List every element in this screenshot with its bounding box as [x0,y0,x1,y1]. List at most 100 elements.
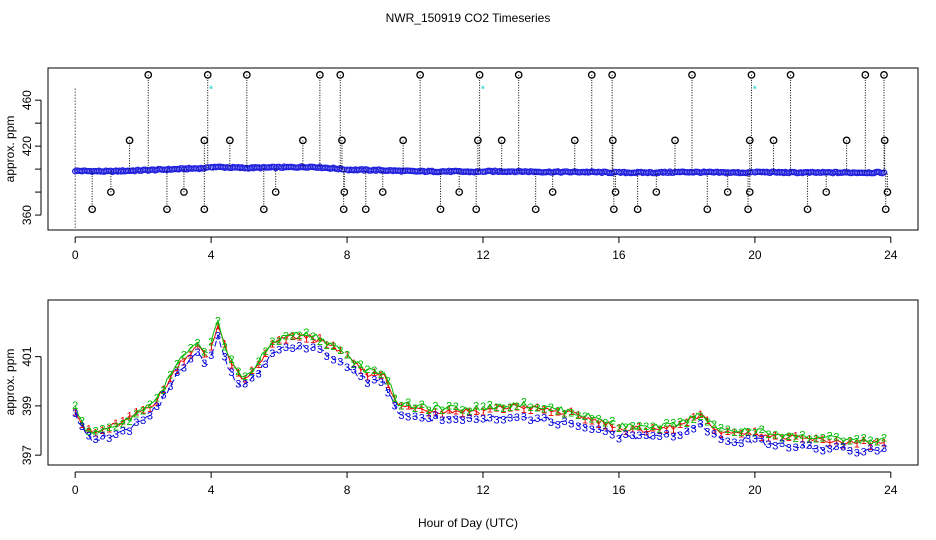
top-outlier-vlow-point [107,188,115,196]
bottom-series-2-marker: 2 [99,424,105,436]
top-flag-marker: * [481,85,485,96]
bottom-series-1-marker: 1 [106,423,112,435]
bottom-series-2-marker: 2 [208,336,214,348]
bottom-series-2-marker: 2 [426,405,432,417]
bottom-series-2-marker: 2 [337,345,343,357]
bottom-series-3-marker: 3 [725,436,731,448]
bottom-series-2-marker: 2 [582,411,588,423]
top-flag-marker: * [209,85,213,96]
bottom-series-1-marker: 1 [874,437,880,449]
bottom-series-1-marker: 1 [113,418,119,430]
bottom-series-3-marker: 3 [820,445,826,457]
bottom-series-3-marker: 3 [358,371,364,383]
bottom-series-3-marker: 3 [867,443,873,455]
bottom-series-3-marker: 3 [609,430,615,442]
bottom-series-2-marker: 2 [120,419,126,431]
bottom-series-3-marker: 3 [806,440,812,452]
bottom-series-2-marker: 2 [256,356,262,368]
bottom-series-3-marker: 3 [371,374,377,386]
bottom-series-2-marker: 2 [677,416,683,428]
bottom-series-2-marker: 2 [616,423,622,435]
bottom-series-2-marker: 2 [269,336,275,348]
bottom-series-1-marker: 1 [127,411,133,423]
bottom-series-3-marker: 3 [154,401,160,413]
top-x-tick-label: 16 [612,248,626,262]
top-outlier-vlow-point [883,188,892,196]
bottom-series-3-marker: 3 [711,429,717,441]
bottom-series-1-marker: 1 [562,409,568,421]
top-outlier-vlow-point [723,188,732,196]
bottom-series-3-marker: 3 [629,430,635,442]
bottom-series-1-marker: 1 [494,403,500,415]
top-outlier-vlow-point [611,188,620,196]
top-outlier-low-point [531,205,540,214]
bottom-series-2-marker: 2 [201,347,207,359]
bottom-series-2-marker: 2 [473,401,479,413]
bottom-series-3-marker: 3 [548,417,554,429]
bottom-series-1-marker: 1 [201,349,207,361]
bottom-series-2-marker: 2 [154,393,160,405]
bottom-series-3-marker: 3 [378,377,384,389]
bottom-series-2-marker: 2 [378,369,384,381]
bottom-series-2-marker: 2 [113,421,119,433]
bottom-series-1-marker: 1 [364,372,370,384]
bottom-series-3-marker: 3 [562,416,568,428]
figure-title: NWR_150919 CO2 Timeseries [386,11,551,25]
top-outlier-mid-point [125,136,134,145]
bottom-series-2-marker: 2 [147,399,153,411]
bottom-series-1-marker: 1 [79,419,85,431]
bottom-series-3-marker: 3 [160,390,166,402]
bottom-series-2-marker: 2 [514,401,520,413]
bottom-series-3-marker: 3 [249,372,255,384]
bottom-series-3-marker: 3 [718,434,724,446]
bottom-series-1-marker: 1 [820,434,826,446]
bottom-series-2-marker: 2 [133,408,139,420]
bottom-series-1-marker: 1 [222,338,228,350]
bottom-series-2-marker: 2 [629,420,635,432]
bottom-series-2-marker: 2 [663,418,669,430]
bottom-series-3-marker: 3 [643,430,649,442]
bottom-series-2-marker: 2 [494,402,500,414]
top-outlier-low-point [259,205,268,214]
bottom-series-2-marker: 2 [589,414,595,426]
top-baseline-point [880,169,888,176]
bottom-series-1-marker: 1 [480,406,486,418]
bottom-series-1-marker: 1 [133,406,139,418]
bottom-x-tick-label: 20 [748,483,762,497]
bottom-series-2-marker: 2 [779,432,785,444]
bottom-series-2-marker: 2 [127,416,133,428]
bottom-series-2-marker: 2 [405,397,411,409]
top-outlier-vlow-point [745,188,754,196]
bottom-series-1-marker: 1 [235,368,241,380]
bottom-series-2-marker: 2 [725,424,731,436]
bottom-series-2-marker: 2 [650,421,656,433]
bottom-series-1-marker: 1 [650,422,656,434]
bottom-series-3-marker: 3 [575,421,581,433]
bottom-series-2-marker: 2 [874,437,880,449]
bottom-series-2-marker: 2 [276,336,282,348]
bottom-series-3-marker: 3 [793,442,799,454]
top-y-tick-label: 460 [20,90,34,110]
bottom-series-1-marker: 1 [854,438,860,450]
bottom-series-1-marker: 1 [460,408,466,420]
bottom-series-3-marker: 3 [364,378,370,390]
bottom-series-3-marker: 3 [738,438,744,450]
bottom-series-1-marker: 1 [759,432,765,444]
bottom-series-1-marker: 1 [392,394,398,406]
bottom-series-3-line [618,423,752,444]
bottom-x-tick-label: 16 [612,483,626,497]
bottom-series-3-marker: 3 [228,367,234,379]
bottom-series-1-marker: 1 [120,416,126,428]
bottom-series-3-marker: 3 [861,446,867,458]
bottom-series-2-marker: 2 [364,364,370,376]
bottom-series-3-marker: 3 [833,441,839,453]
bottom-series-3-marker: 3 [528,415,534,427]
bottom-series-1-marker: 1 [507,402,513,414]
bottom-series-2-line [618,412,752,433]
bottom-series-3-line [210,333,344,388]
bottom-series-1-marker: 1 [500,404,506,416]
bottom-series-1-marker: 1 [378,370,384,382]
bottom-series-1-marker: 1 [745,427,751,439]
bottom-series-3-marker: 3 [439,415,445,427]
bottom-series-3-marker: 3 [181,363,187,375]
